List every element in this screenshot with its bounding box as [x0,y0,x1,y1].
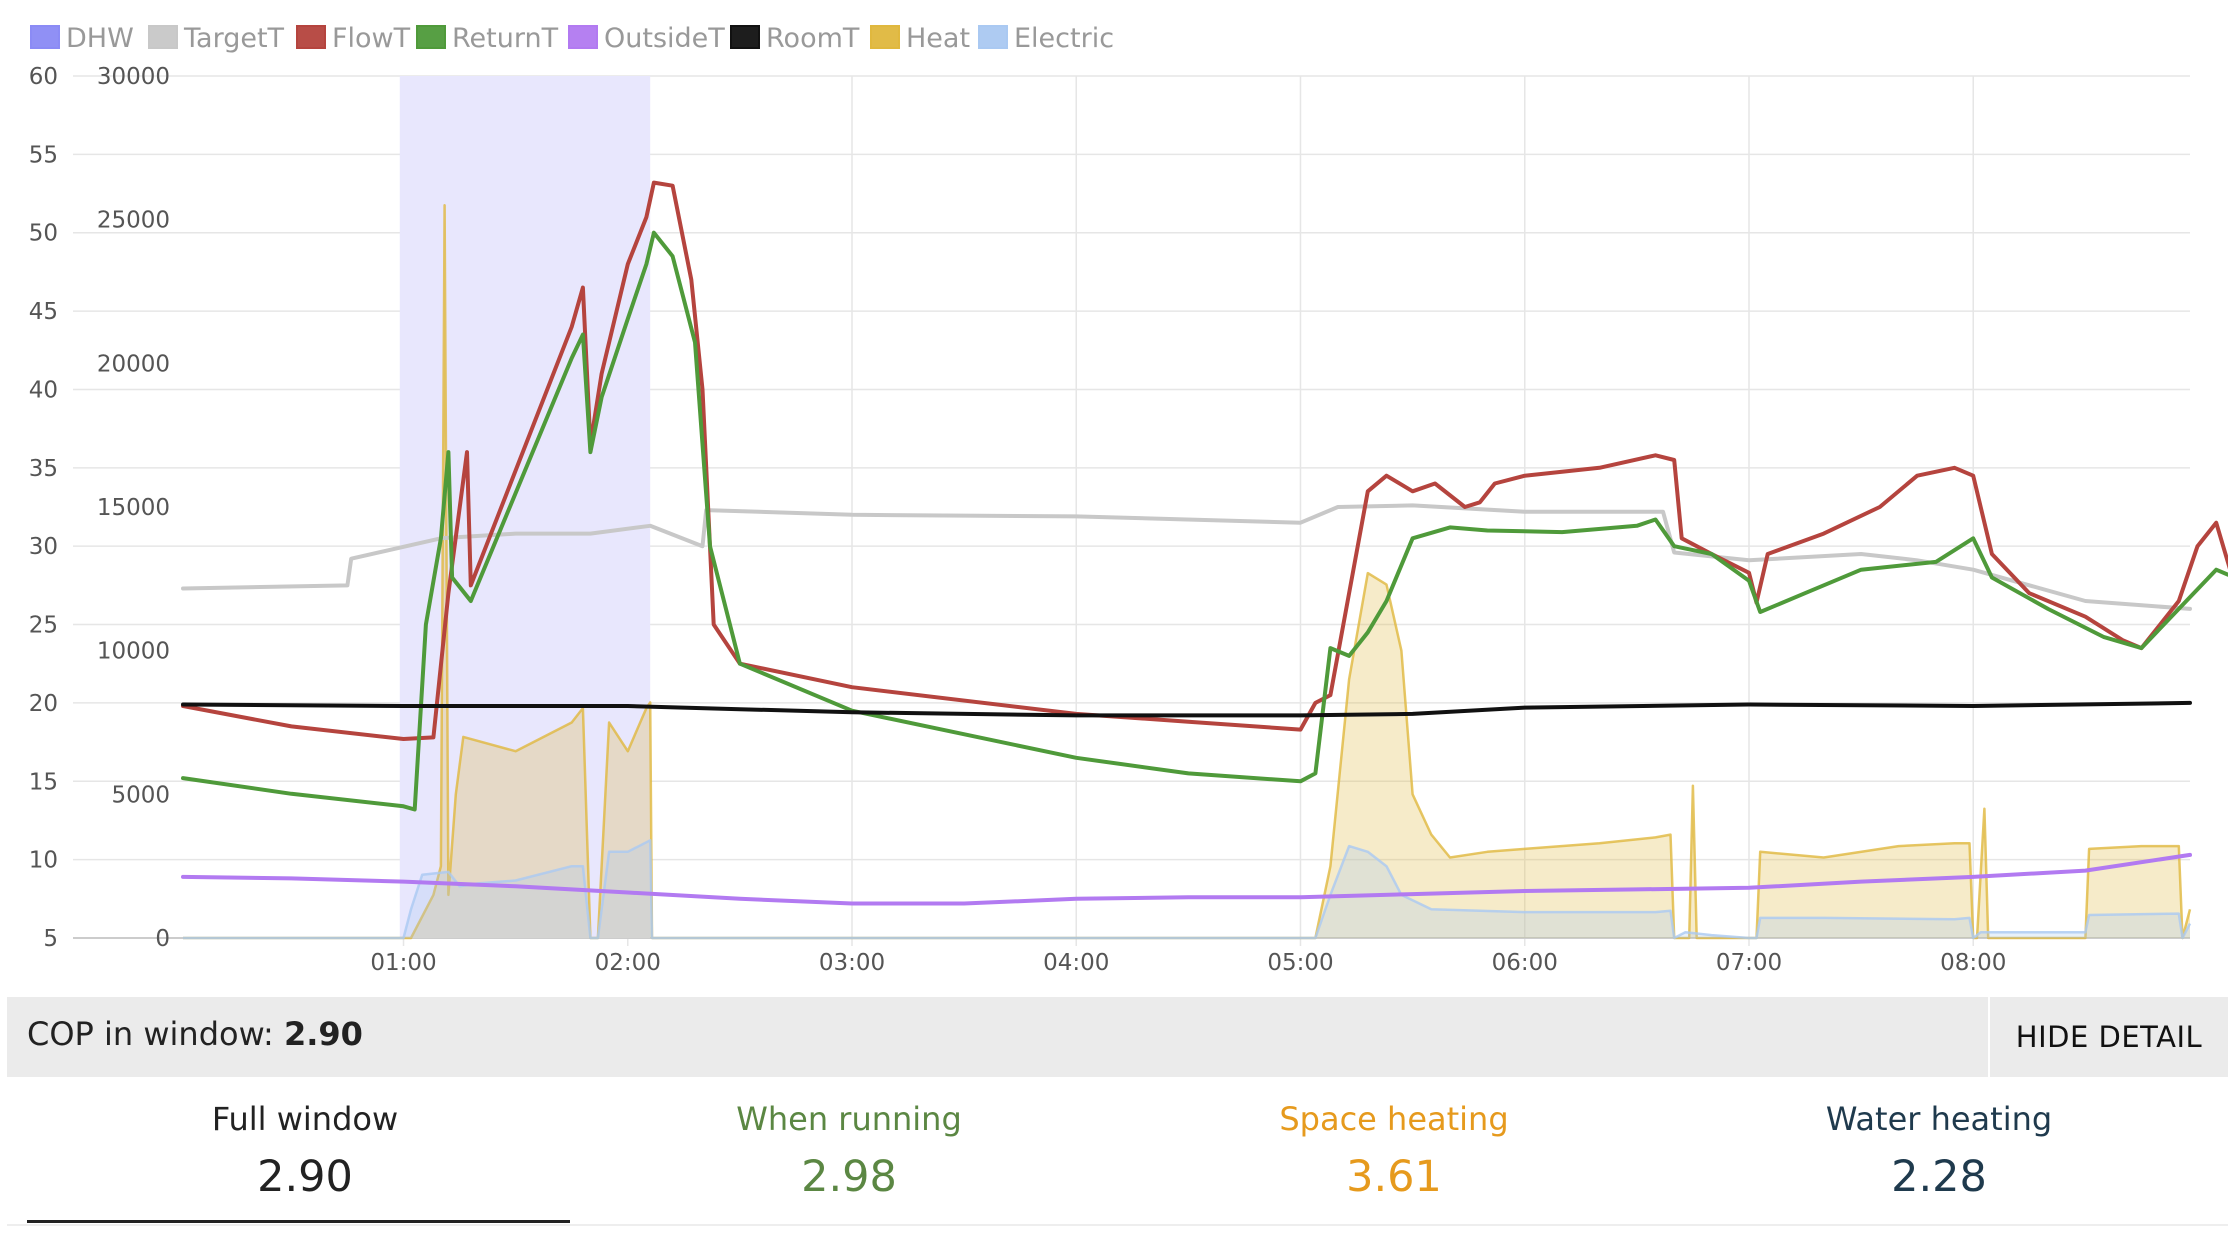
series-line-returnt [181,230,2228,812]
stat-value: 3.61 [1346,1152,1442,1202]
stat-value: 2.90 [257,1152,353,1202]
series-line-outsidet [181,852,2192,906]
line-series-layer [181,180,2228,906]
chart-legend: DHW TargetT FlowT ReturnT OutsideT RoomT Heat E… [28,23,1114,54]
legend-item-targett[interactable]: TargetT [146,23,285,54]
legend-label: OutsideT [604,23,725,54]
y-left-tick-label: 50 [29,221,58,247]
active-stat-underline [27,1220,570,1223]
legend-swatch-border [730,25,760,49]
y-left-tick-label: 45 [29,299,58,325]
legend-swatch-border [870,25,900,49]
legend-item-heat[interactable]: Heat [868,23,970,54]
series-line-roomt [181,700,2192,718]
y-axis-left-ticks: 60 55 50 45 40 35 30 25 20 15 10 5 [29,64,58,952]
x-axis-ticks: 01:00 02:00 03:00 04:00 05:00 06:00 07:00 08:00 [370,950,2006,976]
y-right-tick-label: 20000 [97,351,170,377]
stat-value: 2.98 [801,1152,897,1202]
stat-label: Water heating [1825,1100,2053,1138]
y-left-tick-label: 30 [29,534,58,560]
cop-label-text: COP in window: [27,1015,284,1053]
legend-swatch-border [148,25,178,49]
stat-label: Space heating [1279,1100,1509,1138]
stat-water-heating[interactable]: Water heating 2.28 [1667,1077,2211,1202]
legend-swatch-border [978,25,1008,49]
legend-swatch [976,23,1010,51]
x-tick-label: 04:00 [1043,950,1109,976]
y-left-tick-label: 25 [29,613,58,639]
y-right-tick-label: 15000 [97,495,170,521]
x-tick-label: 03:00 [819,950,885,976]
legend-item-outsidet[interactable]: OutsideT [566,23,725,54]
cop-value: 2.90 [283,1015,363,1053]
legend-label: TargetT [183,23,285,54]
cop-stats: Full window 2.90 When running 2.98 Space… [7,1077,2228,1234]
legend-label: FlowT [332,23,411,54]
x-tick-label: 06:00 [1492,950,1558,976]
legend-swatch [566,23,600,51]
legend-swatch [294,23,328,51]
y-right-tick-label: 5000 [111,782,170,808]
legend-swatch-border [296,25,326,49]
stat-when-running[interactable]: When running 2.98 [577,1077,1121,1202]
y-left-tick-label: 20 [29,691,58,717]
y-left-tick-label: 10 [29,848,58,874]
legend-label: DHW [66,23,134,54]
stat-space-heating[interactable]: Space heating 3.61 [1122,1077,1666,1202]
stats-divider [7,1224,2228,1226]
legend-swatch [728,23,762,51]
legend-item-roomt[interactable]: RoomT [728,23,860,54]
legend-label: RoomT [766,23,860,54]
x-tick-label: 01:00 [370,950,436,976]
y-left-tick-label: 40 [29,377,58,403]
hide-detail-button[interactable]: HIDE DETAIL [1988,997,2228,1077]
series-line-electric [183,839,2192,940]
y-right-tick-label: 30000 [97,64,170,90]
legend-item-electric[interactable]: Electric [976,23,1114,54]
x-tick-label: 02:00 [595,950,661,976]
series-line-flowt [181,180,2228,741]
legend-item-dhw[interactable]: DHW [28,23,134,54]
x-tick-label: 08:00 [1940,950,2006,976]
legend-swatch [146,23,180,51]
legend-swatch [28,23,62,51]
y-left-tick-label: 5 [43,926,58,952]
y-axis-right-ticks: 30000 25000 20000 15000 10000 5000 0 [97,64,170,952]
y-left-tick-label: 35 [29,456,58,482]
cop-summary-bar: COP in window: 2.90 HIDE DETAIL [7,997,2228,1077]
y-right-tick-label: 25000 [97,208,170,234]
legend-label: Electric [1014,23,1114,54]
legend-item-returnt[interactable]: ReturnT [414,23,559,54]
y-left-tick-label: 60 [29,64,58,90]
y-right-tick-label: 0 [155,926,170,952]
heatpump-chart: DHW TargetT FlowT ReturnT OutsideT RoomT Heat E… [28,23,2228,976]
legend-item-flowt[interactable]: FlowT [294,23,411,54]
stat-full-window[interactable]: Full window 2.90 [33,1077,577,1202]
y-left-tick-label: 55 [29,142,58,168]
stat-value: 2.28 [1891,1152,1987,1202]
legend-label: Heat [906,23,970,54]
legend-label: ReturnT [452,23,559,54]
cop-in-window: COP in window: 2.90 [27,1015,363,1053]
stat-label: When running [736,1100,962,1138]
legend-swatch-border [30,25,60,49]
legend-swatch [868,23,902,51]
stat-label: Full window [211,1100,399,1138]
legend-swatch-border [568,25,598,49]
x-tick-label: 07:00 [1716,950,1782,976]
legend-swatch [414,23,448,51]
legend-swatch-border [416,25,446,49]
y-left-tick-label: 15 [29,769,58,795]
y-right-tick-label: 10000 [97,639,170,665]
x-tick-label: 05:00 [1267,950,1333,976]
